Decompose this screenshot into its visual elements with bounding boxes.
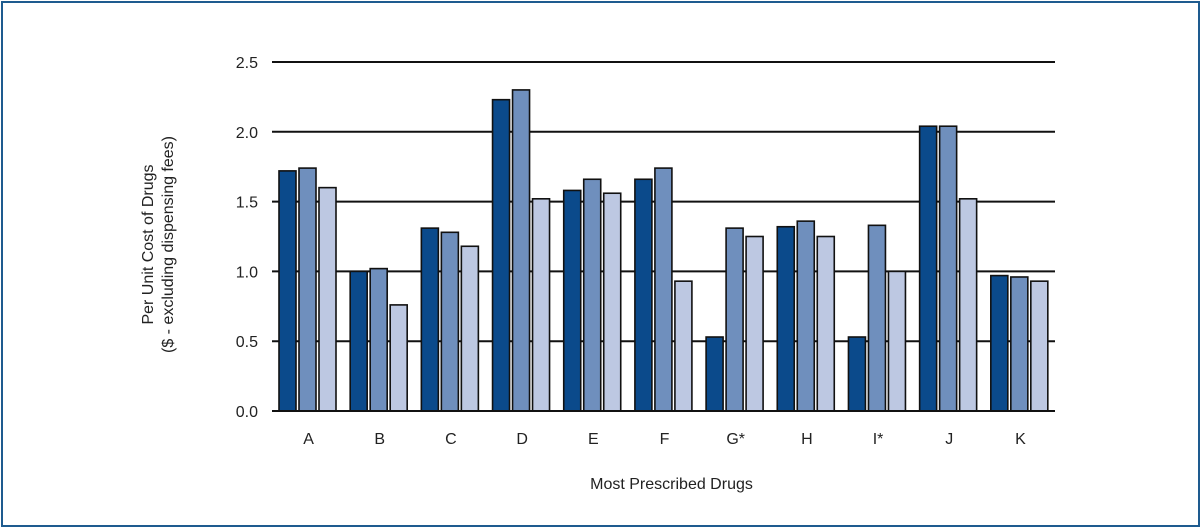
x-tick-label: D xyxy=(516,431,528,448)
x-tick-label: K xyxy=(1015,431,1026,448)
bar xyxy=(278,170,297,412)
bar xyxy=(318,186,337,412)
y-axis-title-line-1: Per Unit Cost of Drugs xyxy=(140,164,157,324)
bar xyxy=(847,336,867,412)
x-tick-label: A xyxy=(303,431,314,448)
bar-chart: 0.0 0.5 1.0 1.5 2.0 2.5 A B C D E F G* H I* J K Most Pre… xyxy=(140,55,1055,493)
tick-labels: 0.0 0.5 1.0 1.5 2.0 2.5 A B C D E F G* H I* J K xyxy=(236,55,1026,448)
y-tick-label: 0.5 xyxy=(236,334,258,351)
y-axis-title: Per Unit Cost of Drugs ($ - excluding di… xyxy=(140,136,177,353)
bar xyxy=(634,178,653,412)
bar xyxy=(887,270,907,412)
bar xyxy=(440,231,460,412)
x-tick-label: H xyxy=(801,431,813,448)
bar xyxy=(602,192,622,412)
bars xyxy=(278,89,1049,412)
bar xyxy=(867,224,887,412)
bar xyxy=(725,227,744,412)
bar xyxy=(511,89,531,412)
bar xyxy=(958,198,978,412)
bar xyxy=(938,125,958,412)
y-tick-label: 0.0 xyxy=(236,404,258,421)
bar xyxy=(674,280,693,412)
bar xyxy=(1030,280,1049,412)
bar xyxy=(776,225,796,412)
y-tick-label: 2.5 xyxy=(236,55,258,72)
y-tick-label: 1.5 xyxy=(236,195,258,212)
x-tick-label: E xyxy=(588,431,599,448)
bar xyxy=(745,235,764,412)
bar xyxy=(298,167,317,412)
bar xyxy=(460,245,480,412)
bar xyxy=(654,167,673,412)
bar xyxy=(562,189,582,412)
bar xyxy=(369,267,388,412)
bar xyxy=(1010,276,1029,412)
x-tick-label: I* xyxy=(873,431,884,448)
bar xyxy=(420,227,440,412)
bar xyxy=(705,336,724,412)
bar xyxy=(990,274,1009,412)
bar xyxy=(491,98,511,412)
bar xyxy=(531,198,551,412)
bar xyxy=(918,125,938,412)
bar xyxy=(389,304,408,412)
x-tick-label: G* xyxy=(726,431,745,448)
y-tick-label: 1.0 xyxy=(236,264,258,281)
x-axis-title: Most Prescribed Drugs xyxy=(590,476,753,493)
y-axis-title-line-2: ($ - excluding dispensing fees) xyxy=(160,136,177,353)
x-tick-label: F xyxy=(660,431,670,448)
x-tick-label: B xyxy=(374,431,385,448)
bar xyxy=(796,220,816,412)
x-tick-label: J xyxy=(945,431,953,448)
y-tick-label: 2.0 xyxy=(236,125,258,142)
bar xyxy=(816,235,836,412)
bar xyxy=(349,270,368,412)
bar xyxy=(582,178,602,412)
x-tick-label: C xyxy=(445,431,457,448)
